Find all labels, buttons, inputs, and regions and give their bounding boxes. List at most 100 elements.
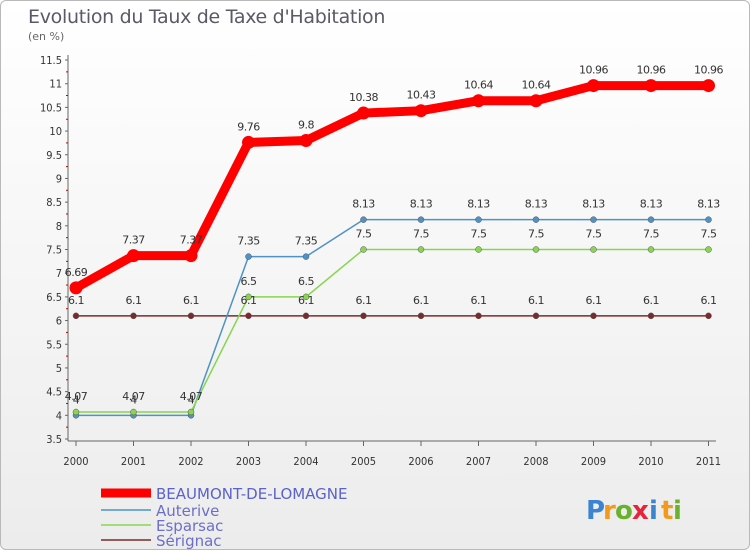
data-label: 7.35	[295, 235, 318, 248]
data-point	[299, 134, 313, 148]
data-point	[360, 216, 367, 223]
data-point	[187, 312, 195, 320]
data-label: 8.13	[352, 198, 375, 211]
data-label: 9.8	[298, 119, 314, 132]
data-label: 7.37	[122, 234, 145, 247]
data-point	[245, 253, 252, 260]
series-line	[76, 248, 709, 413]
brand-letter: i	[649, 496, 658, 526]
data-label: 10.64	[464, 79, 493, 92]
brand-letter: P	[586, 496, 605, 526]
data-label: 7.37	[180, 234, 203, 247]
legend-label: Esparsac	[156, 517, 223, 535]
data-point	[360, 246, 367, 253]
data-point	[245, 312, 252, 320]
y-tick-label: 8	[56, 220, 62, 233]
x-tick-label: 2009	[581, 455, 606, 468]
y-tick-label: 6	[56, 315, 62, 328]
data-label: 4.07	[65, 390, 88, 403]
y-tick-label: 5	[56, 362, 62, 375]
data-point	[705, 216, 712, 223]
data-label: 7.5	[586, 228, 602, 241]
data-point	[69, 281, 83, 295]
data-label: 10.96	[694, 64, 723, 77]
data-point	[475, 216, 482, 223]
chart-title: Evolution du Taux de Taxe d'Habitation	[28, 6, 386, 28]
y-tick-label: 7	[56, 267, 62, 280]
data-label: 9.76	[237, 120, 260, 133]
data-point	[475, 312, 482, 320]
brand-letter: r	[603, 496, 616, 526]
data-point	[647, 246, 655, 253]
data-point	[529, 94, 543, 108]
brand-letter: t	[661, 496, 673, 526]
data-label: 6.1	[241, 294, 257, 307]
data-label: 4.07	[180, 390, 203, 403]
y-tick-label: 3.5	[46, 433, 62, 446]
data-point	[302, 293, 310, 301]
data-point	[590, 216, 597, 223]
brand-letter: i	[673, 496, 682, 526]
data-point	[130, 312, 137, 320]
data-point	[590, 312, 597, 320]
data-point	[187, 408, 195, 416]
data-label: 6.5	[298, 275, 314, 288]
data-point	[245, 293, 252, 301]
data-label: 6.5	[241, 275, 257, 288]
data-point	[532, 216, 540, 223]
data-label: 6.1	[68, 294, 84, 307]
data-point	[705, 312, 712, 320]
data-label: 10.43	[407, 89, 436, 102]
x-tick-label: 2002	[178, 455, 203, 468]
data-label: 6.1	[471, 294, 487, 307]
data-point	[184, 249, 198, 263]
data-label: 6.1	[528, 294, 544, 307]
data-point	[587, 79, 600, 93]
series-line	[73, 81, 709, 292]
data-label: 6.1	[413, 294, 429, 307]
chart-subtitle: (en %)	[28, 30, 65, 43]
data-point	[242, 135, 255, 149]
data-label: 6.1	[586, 294, 602, 307]
data-point	[414, 104, 428, 118]
data-point	[127, 249, 140, 263]
data-point	[532, 246, 540, 253]
brand-letter: o	[615, 496, 633, 526]
data-label: 8.13	[410, 198, 433, 211]
x-tick-label: 2006	[408, 455, 433, 468]
y-tick-label: 10.5	[40, 101, 62, 114]
legend-label: Auterive	[156, 502, 219, 520]
legend-label: BEAUMONT-DE-LOMAGNE	[156, 485, 348, 503]
y-tick-label: 4.5	[46, 386, 62, 399]
x-tick-label: 2010	[638, 455, 663, 468]
data-point	[130, 408, 137, 416]
data-point	[357, 106, 370, 120]
data-point	[417, 216, 425, 223]
data-point	[302, 312, 310, 320]
y-tick-label: 7.5	[46, 244, 62, 257]
y-tick-label: 5.5	[46, 338, 62, 351]
data-label: 8.13	[525, 198, 548, 211]
data-point	[417, 312, 425, 320]
data-label: 4	[130, 393, 137, 406]
x-tick-label: 2007	[466, 455, 491, 468]
data-point	[72, 312, 80, 320]
y-tick-label: 11.5	[40, 54, 62, 67]
data-point	[475, 246, 482, 253]
y-tick-label: 4	[56, 409, 62, 422]
data-point	[72, 408, 80, 416]
y-tick-label: 11	[49, 78, 62, 91]
data-label: 6.1	[298, 294, 314, 307]
data-label: 4	[188, 393, 195, 406]
data-label: 8.13	[467, 198, 490, 211]
data-point	[644, 79, 658, 93]
data-label: 10.96	[579, 64, 608, 77]
data-label: 7.5	[471, 228, 487, 241]
data-label: 7.5	[356, 228, 372, 241]
x-tick-label: 2003	[236, 455, 261, 468]
x-tick-label: 2000	[63, 455, 88, 468]
data-label: 6.1	[356, 294, 372, 307]
data-label: 8.13	[582, 198, 605, 211]
legend-label: Sérignac	[156, 532, 222, 550]
